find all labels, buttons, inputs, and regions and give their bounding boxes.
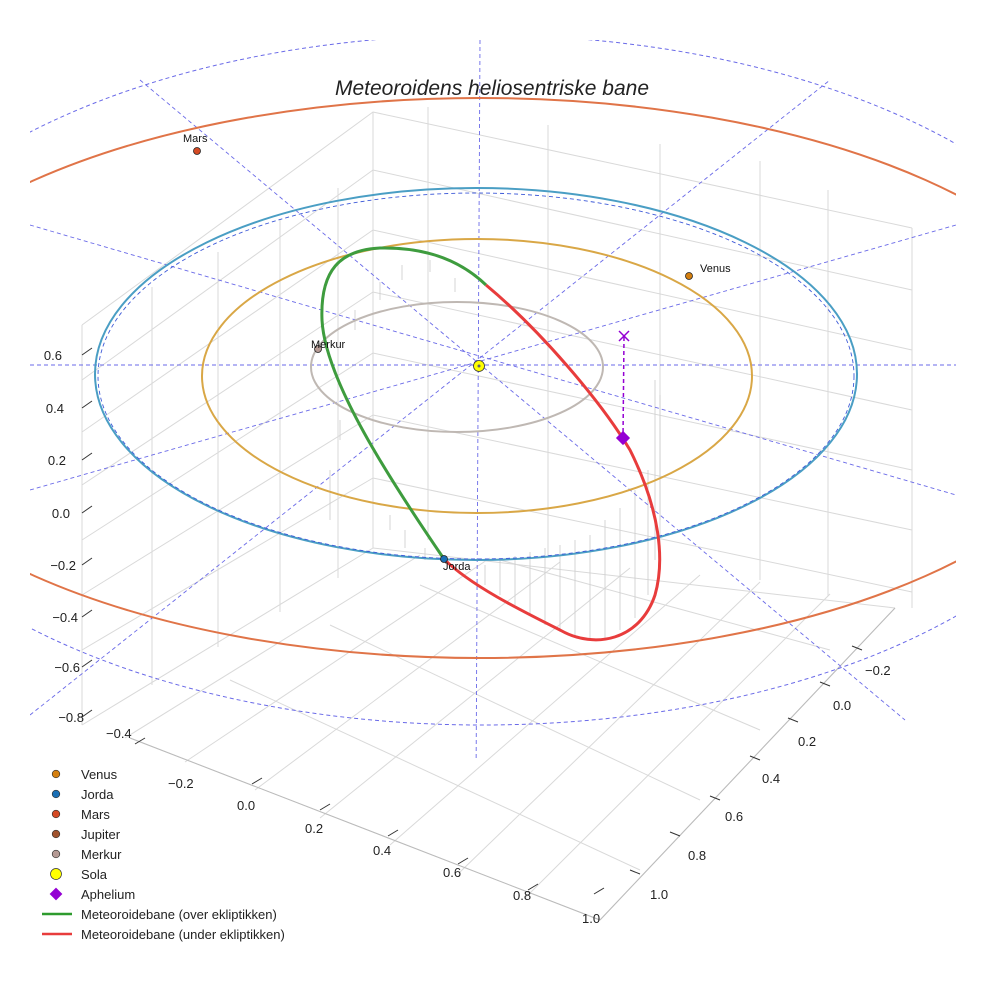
x-tick: 0.2 [798, 734, 816, 749]
legend-label: Aphelium [81, 886, 136, 902]
z-tick: 0.6 [44, 348, 62, 363]
aphelion-drop-line [622, 336, 625, 439]
z-tick: −0.6 [54, 660, 80, 675]
y-tick: 1.0 [582, 911, 600, 926]
legend-dot-icon [51, 789, 61, 799]
venus-orbit [201, 238, 753, 514]
mars-label: Mars [183, 133, 208, 145]
legend-label: Meteoroidebane (under ekliptikken) [81, 926, 285, 942]
mars-marker [193, 147, 201, 155]
legend-item-below: Meteoroidebane (under ekliptikken) [38, 924, 285, 944]
z-tick: 0.0 [52, 506, 70, 521]
legend-label: Meteoroidebane (over ekliptikken) [81, 906, 277, 922]
x-tick: 0.8 [688, 848, 706, 863]
axes-grid [81, 107, 913, 921]
legend: Venus Jorda Mars Jupiter Merkur Sola Aph… [38, 764, 285, 944]
legend-dot-icon [51, 809, 61, 819]
chart-title: Meteoroidens heliosentriske bane [335, 77, 649, 100]
legend-dot-icon [51, 769, 61, 779]
legend-item-venus: Venus [38, 764, 285, 784]
meteoroid-orbit-below [442, 283, 662, 642]
legend-line-icon [42, 912, 72, 916]
y-tick: 0.6 [443, 865, 461, 880]
legend-sun-icon [50, 868, 62, 880]
z-tick: −0.2 [50, 558, 76, 573]
x-axis-ticks: −0.2 0.0 0.2 0.4 0.6 0.8 1.0 [650, 663, 891, 902]
projection-lines [329, 260, 661, 640]
earth-marker [440, 555, 448, 563]
reference-outer-ellipse [30, 40, 956, 726]
venus-label: Venus [700, 263, 731, 275]
y-tick: 0.4 [373, 843, 391, 858]
legend-label: Jupiter [81, 826, 121, 842]
x-tick: 0.6 [725, 809, 743, 824]
mercury-orbit [310, 301, 604, 433]
z-tick: −0.8 [58, 710, 84, 725]
legend-label: Merkur [81, 846, 122, 862]
y-tick: 0.2 [305, 821, 323, 836]
z-tick: 0.2 [48, 453, 66, 468]
earth-orbit [94, 187, 858, 561]
legend-dot-icon [51, 829, 61, 839]
meteoroid-orbit-above [320, 246, 488, 560]
x-tick: −0.2 [865, 663, 891, 678]
legend-label: Sola [81, 866, 108, 882]
legend-item-jorda: Jorda [38, 784, 285, 804]
legend-item-aphelium: Aphelium [38, 884, 285, 904]
z-tick: 0.4 [46, 401, 64, 416]
y-tick: 0.8 [513, 888, 531, 903]
legend-diamond-icon [49, 887, 63, 901]
mercury-marker [314, 345, 322, 353]
legend-item-jupiter: Jupiter [38, 824, 285, 844]
z-axis-ticks: 0.6 0.4 0.2 0.0 −0.2 −0.4 −0.6 −0.8 [44, 348, 84, 725]
x-tick: 0.0 [833, 698, 851, 713]
legend-label: Venus [81, 766, 118, 782]
venus-marker [685, 272, 693, 280]
legend-label: Mars [81, 806, 110, 822]
mars-orbit [30, 97, 956, 659]
z-tick: −0.4 [52, 610, 78, 625]
legend-line-icon [42, 932, 72, 936]
x-tick: 0.4 [762, 771, 780, 786]
y-tick: 0.0 [237, 798, 255, 813]
legend-item-mars: Mars [38, 804, 285, 824]
legend-dot-icon [51, 849, 61, 859]
x-tick: 1.0 [650, 887, 668, 902]
y-axis-ticks: −0.4 −0.2 0.0 0.2 0.4 0.6 0.8 1.0 [106, 726, 600, 926]
earth-orbit-dashed [97, 192, 855, 560]
aphelion-marker [615, 430, 631, 446]
legend-item-above: Meteoroidebane (over ekliptikken) [38, 904, 285, 924]
legend-item-sola: Sola [38, 864, 285, 884]
legend-item-merkur: Merkur [38, 844, 285, 864]
y-tick: −0.4 [106, 726, 132, 741]
legend-label: Jorda [81, 786, 114, 802]
earth-label: Jorda [443, 561, 471, 573]
mercury-label: Merkur [311, 339, 346, 351]
reference-lines [30, 40, 956, 760]
y-tick: −0.2 [168, 776, 194, 791]
aphelion-projection-x-icon [618, 330, 630, 342]
